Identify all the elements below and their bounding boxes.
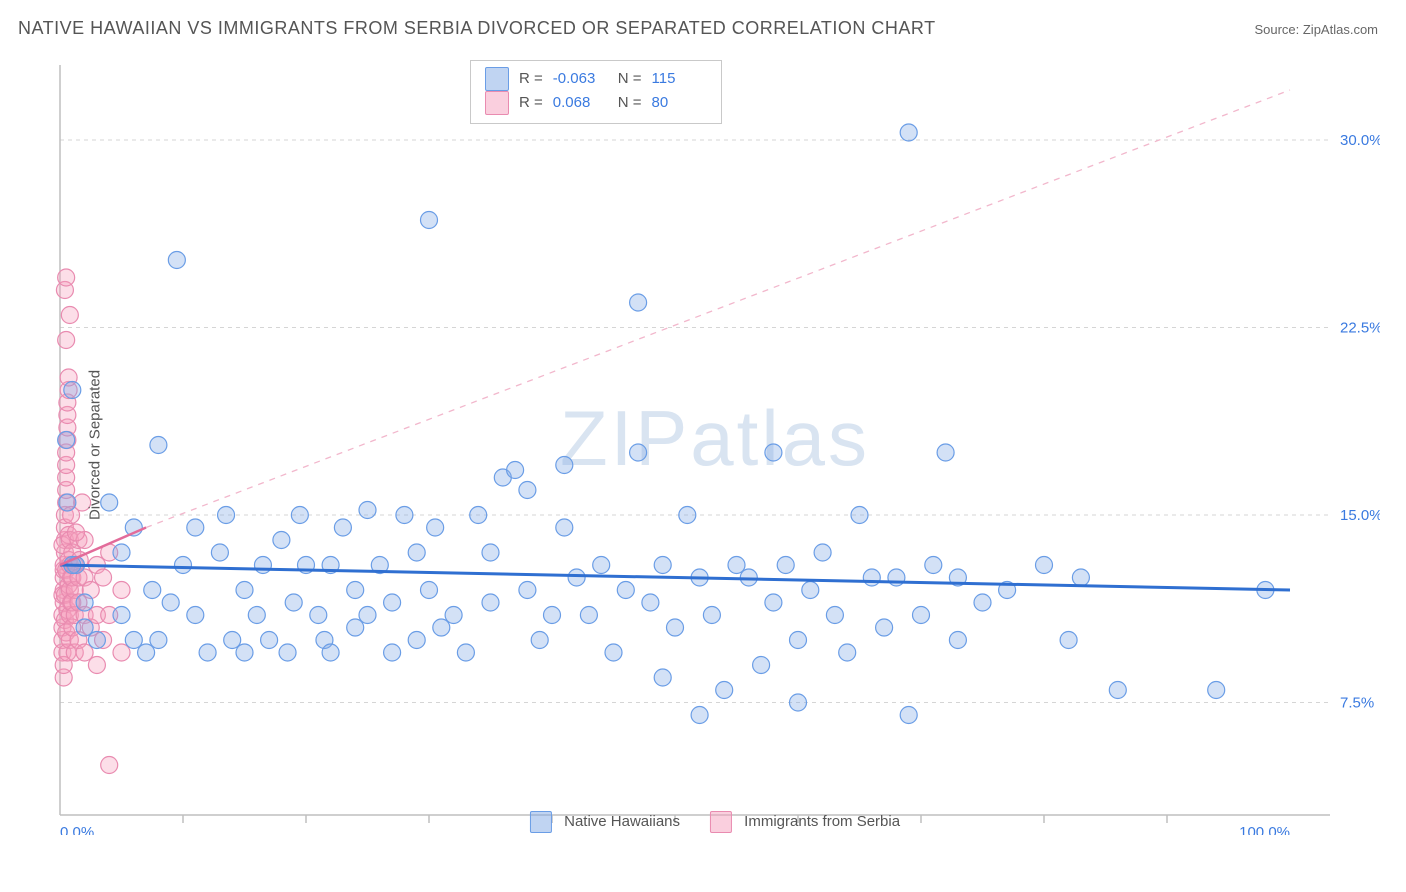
n-value-blue: 115 [652,68,707,91]
y-axis-label: Divorced or Separated [87,370,104,520]
r-value-blue: -0.063 [553,68,608,91]
swatch-blue [485,67,509,91]
stats-row-blue: R = -0.063 N = 115 [485,67,707,91]
legend-swatch-blue [530,811,552,833]
svg-text:30.0%: 30.0% [1340,132,1380,149]
scatter-plot: 7.5% 15.0% 22.5% 30.0% 0.0% 100.0% ZIPatlas [50,55,1380,835]
stats-legend: R = -0.063 N = 115 R = 0.068 N = 80 [470,60,722,124]
r-value-pink: 0.068 [553,92,608,115]
n-label: N = [618,68,642,91]
svg-text:0.0%: 0.0% [60,824,94,835]
bottom-legend: Native Hawaiians Immigrants from Serbia [530,811,900,833]
chart-title: NATIVE HAWAIIAN VS IMMIGRANTS FROM SERBI… [18,18,936,39]
n-label: N = [618,92,642,115]
source-label: Source: ZipAtlas.com [1254,22,1378,37]
legend-item-pink: Immigrants from Serbia [710,811,900,833]
swatch-pink [485,91,509,115]
svg-text:22.5%: 22.5% [1340,320,1380,337]
r-label: R = [519,68,543,91]
r-label: R = [519,92,543,115]
legend-label-blue: Native Hawaiians [564,813,680,830]
svg-text:15.0%: 15.0% [1340,507,1380,524]
legend-label-pink: Immigrants from Serbia [744,813,900,830]
stats-row-pink: R = 0.068 N = 80 [485,91,707,115]
svg-text:ZIPatlas: ZIPatlas [560,394,870,482]
n-value-pink: 80 [652,92,707,115]
svg-text:7.5%: 7.5% [1340,695,1374,712]
svg-text:100.0%: 100.0% [1239,824,1290,835]
legend-swatch-pink [710,811,732,833]
chart-container: Divorced or Separated 7.5% 15.0% 22.5% 30.0… [50,55,1380,835]
legend-item-blue: Native Hawaiians [530,811,680,833]
